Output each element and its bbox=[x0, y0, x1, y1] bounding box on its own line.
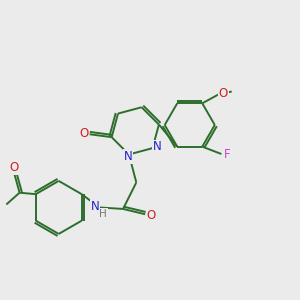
Text: N: N bbox=[124, 150, 132, 163]
Text: O: O bbox=[218, 87, 228, 100]
Text: H: H bbox=[100, 209, 107, 219]
Text: O: O bbox=[9, 161, 18, 174]
Text: O: O bbox=[80, 128, 88, 140]
Text: N: N bbox=[90, 200, 99, 213]
Text: N: N bbox=[153, 140, 162, 154]
Text: F: F bbox=[224, 148, 230, 161]
Text: O: O bbox=[146, 209, 156, 222]
